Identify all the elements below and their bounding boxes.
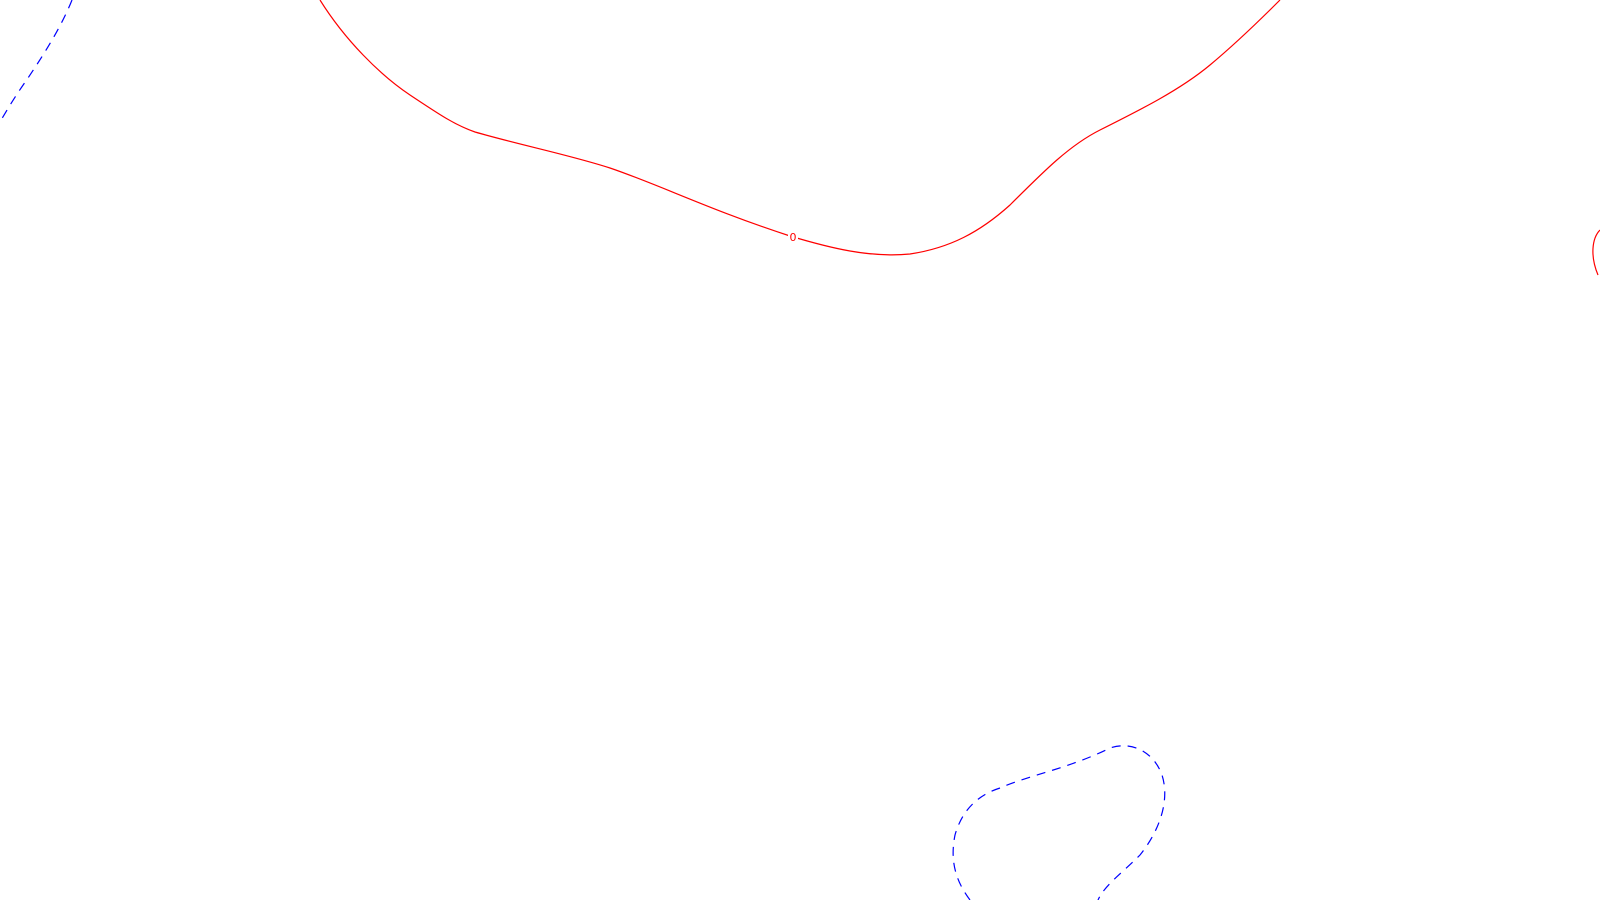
zero-contour-line (319, 0, 1281, 256)
contour-label-bg (788, 232, 798, 242)
contour-label-zero: 0 (790, 231, 797, 244)
zero-contour-right-fragment (1592, 229, 1600, 276)
dashed-contour-top-left (0, 0, 73, 123)
dashed-contour-bottom (952, 745, 1166, 900)
